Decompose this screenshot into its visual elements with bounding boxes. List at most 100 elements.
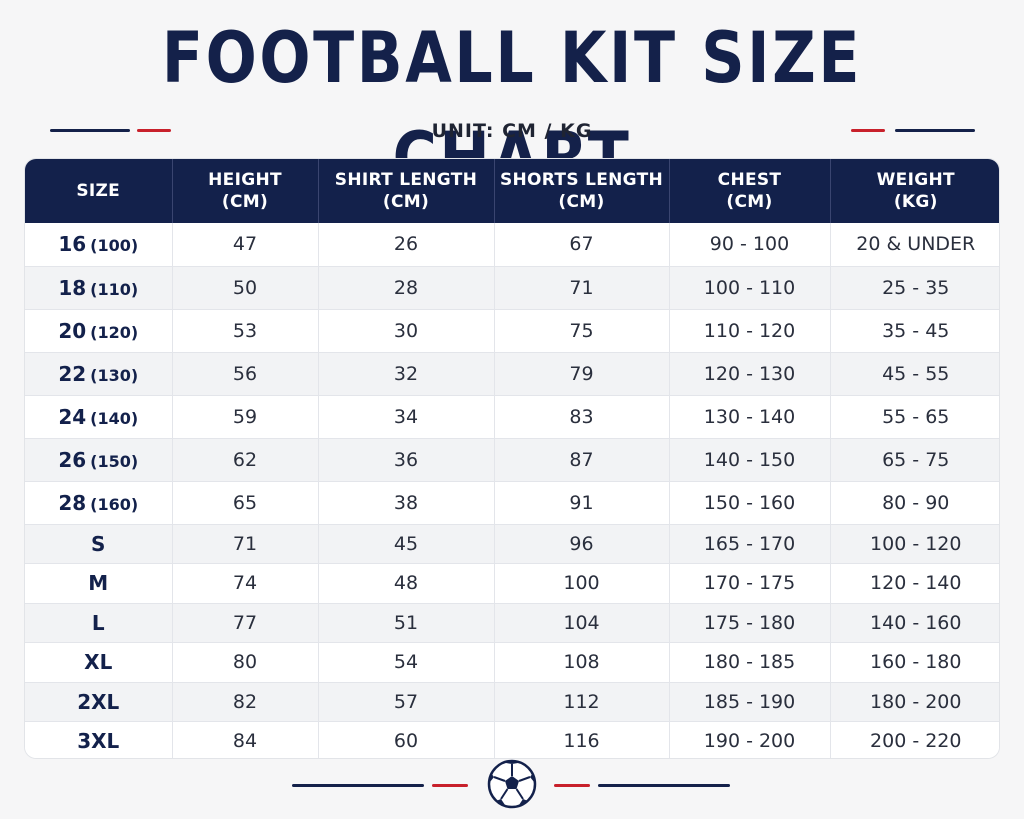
shorts-length-cell: 83: [494, 395, 670, 439]
table-row: 24 (140) 59 34 83 130 - 140 55 - 65: [25, 395, 999, 439]
table-row: M 74 48 100 170 - 175 120 - 140: [25, 563, 999, 604]
divider-accent: [137, 129, 171, 132]
divider-line: [292, 784, 424, 787]
shirt-length-cell: 57: [318, 682, 495, 722]
size-cell: M: [25, 563, 173, 604]
size-cell: 18 (110): [25, 266, 173, 310]
chest-cell: 170 - 175: [669, 563, 831, 604]
column-header-weight: WEIGHT (KG): [876, 170, 955, 212]
size-label: XL: [84, 650, 113, 675]
size-label: 20: [58, 318, 87, 343]
divider-accent: [432, 784, 468, 787]
shirt-length-cell: 60: [318, 721, 495, 758]
shirt-length-cell: 36: [318, 438, 495, 482]
unit-label: UNIT: CM / KG: [431, 120, 593, 142]
weight-cell: 120 - 140: [830, 563, 999, 604]
size-cell: 20 (120): [25, 309, 173, 353]
size-label: 18: [58, 275, 87, 300]
size-cell: XL: [25, 642, 173, 683]
size-label: 22: [58, 361, 87, 386]
size-label: S: [91, 531, 106, 556]
size-cell: 2XL: [25, 682, 173, 722]
size-cell: 24 (140): [25, 395, 173, 439]
chest-cell: 120 - 130: [669, 352, 831, 396]
chest-cell: 100 - 110: [669, 266, 831, 310]
shorts-length-cell: 100: [494, 563, 670, 604]
height-cell: 65: [172, 481, 319, 525]
size-sub-label: (110): [90, 279, 139, 299]
shirt-length-cell: 48: [318, 563, 495, 604]
shirt-length-cell: 38: [318, 481, 495, 525]
size-label: 28: [58, 490, 87, 515]
weight-cell: 180 - 200: [830, 682, 999, 722]
height-cell: 62: [172, 438, 319, 482]
footer-decoration: [0, 758, 1024, 818]
table-row: S 71 45 96 165 - 170 100 - 120: [25, 524, 999, 564]
shorts-length-cell: 71: [494, 266, 670, 310]
table-row: 18 (110) 50 28 71 100 - 110 25 - 35: [25, 266, 999, 310]
shorts-length-cell: 75: [494, 309, 670, 353]
chest-cell: 150 - 160: [669, 481, 831, 525]
column-header-size: SIZE: [25, 159, 173, 223]
size-table-card: SIZE HEIGHT (CM) SHIRT LENGTH (CM) SHORTS …: [24, 158, 1000, 759]
table-row: 20 (120) 53 30 75 110 - 120 35 - 45: [25, 309, 999, 353]
table-row: 16 (100) 47 26 67 90 - 100 20 & UNDER: [25, 223, 999, 267]
column-header-chest: CHEST (CM): [669, 159, 831, 223]
size-label: 2XL: [77, 689, 120, 714]
shirt-length-cell: 45: [318, 524, 495, 564]
height-cell: 53: [172, 309, 319, 353]
height-cell: 56: [172, 352, 319, 396]
size-label: 26: [58, 447, 87, 472]
height-cell: 59: [172, 395, 319, 439]
size-table: SIZE HEIGHT (CM) SHIRT LENGTH (CM) SHORTS …: [25, 159, 999, 758]
divider-accent: [554, 784, 590, 787]
chest-cell: 165 - 170: [669, 524, 831, 564]
shorts-length-cell: 67: [494, 223, 670, 267]
table-row: 28 (160) 65 38 91 150 - 160 80 - 90: [25, 481, 999, 525]
divider-line: [50, 129, 130, 132]
table-row: 2XL 82 57 112 185 - 190 180 - 200: [25, 682, 999, 722]
shorts-length-cell: 104: [494, 603, 670, 643]
shorts-length-cell: 96: [494, 524, 670, 564]
size-label: 24: [58, 404, 87, 429]
shirt-length-cell: 26: [318, 223, 495, 267]
height-cell: 74: [172, 563, 319, 604]
weight-cell: 100 - 120: [830, 524, 999, 564]
shirt-length-cell: 54: [318, 642, 495, 683]
height-cell: 50: [172, 266, 319, 310]
weight-cell: 45 - 55: [830, 352, 999, 396]
weight-cell: 140 - 160: [830, 603, 999, 643]
column-header-shirt-length: SHIRT LENGTH (CM): [318, 159, 495, 223]
chest-cell: 140 - 150: [669, 438, 831, 482]
size-cell: S: [25, 524, 173, 564]
size-sub-label: (120): [90, 322, 139, 342]
height-cell: 80: [172, 642, 319, 683]
height-cell: 84: [172, 721, 319, 758]
chest-cell: 175 - 180: [669, 603, 831, 643]
weight-cell: 20 & UNDER: [830, 223, 999, 267]
table-header-row: SIZE HEIGHT (CM) SHIRT LENGTH (CM) SHORTS …: [25, 159, 999, 223]
shirt-length-cell: 34: [318, 395, 495, 439]
shirt-length-cell: 32: [318, 352, 495, 396]
chest-cell: 130 - 140: [669, 395, 831, 439]
weight-cell: 200 - 220: [830, 721, 999, 758]
chest-cell: 90 - 100: [669, 223, 831, 267]
shirt-length-cell: 51: [318, 603, 495, 643]
table-row: 26 (150) 62 36 87 140 - 150 65 - 75: [25, 438, 999, 482]
weight-cell: 55 - 65: [830, 395, 999, 439]
shirt-length-cell: 30: [318, 309, 495, 353]
size-label: L: [91, 610, 105, 635]
size-sub-label: (100): [90, 236, 139, 256]
size-sub-label: (130): [90, 365, 139, 385]
shorts-length-cell: 112: [494, 682, 670, 722]
size-cell: 26 (150): [25, 438, 173, 482]
shorts-length-cell: 87: [494, 438, 670, 482]
size-cell: L: [25, 603, 173, 643]
size-label: 16: [58, 232, 87, 257]
divider-accent: [851, 129, 885, 132]
divider-line: [895, 129, 975, 132]
height-cell: 47: [172, 223, 319, 267]
divider-line: [598, 784, 730, 787]
chest-cell: 110 - 120: [669, 309, 831, 353]
shorts-length-cell: 108: [494, 642, 670, 683]
